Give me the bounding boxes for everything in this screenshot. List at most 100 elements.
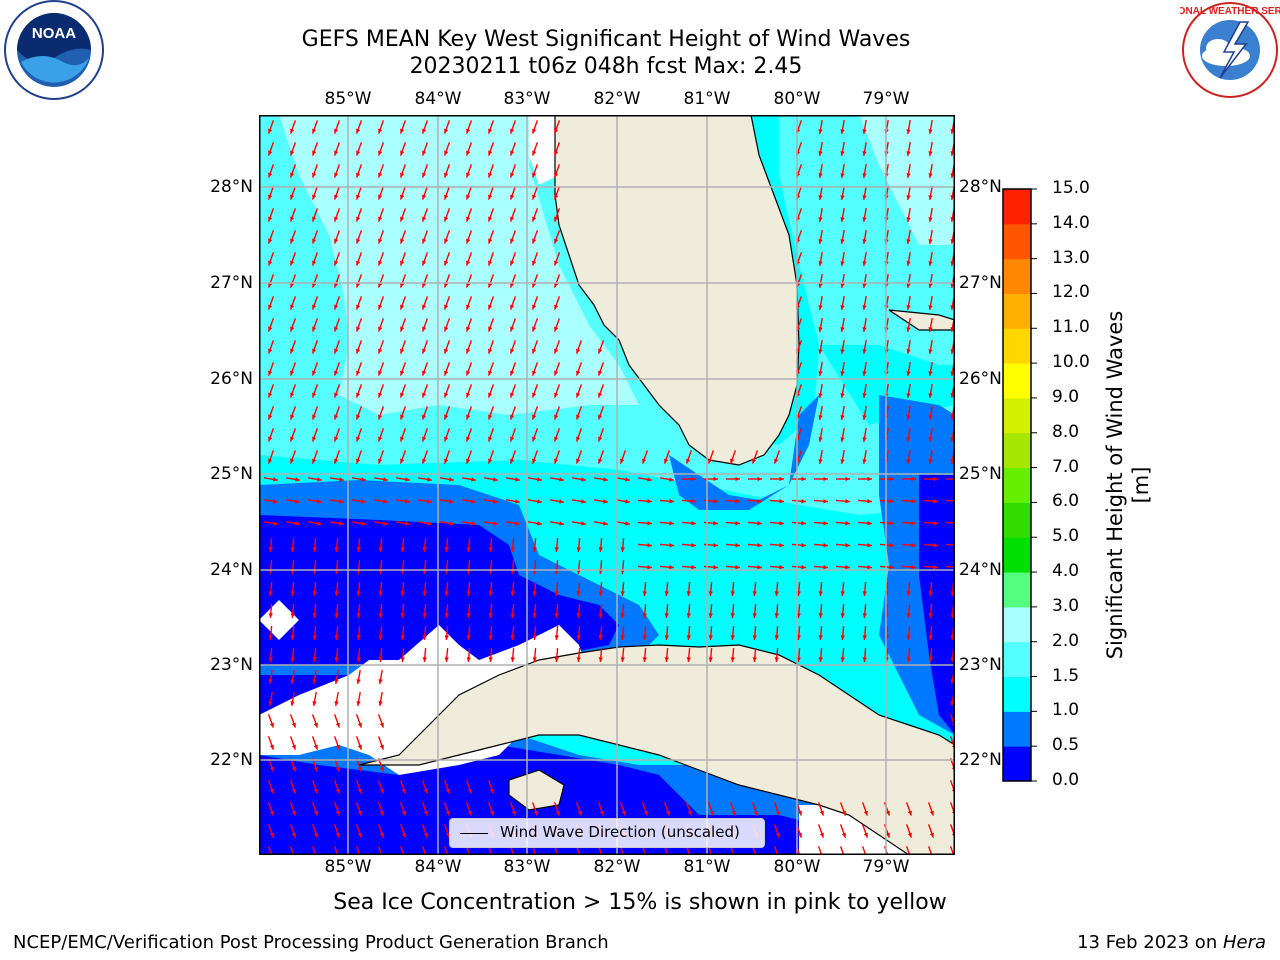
chart-title: GEFS MEAN Key West Significant Height of… — [301, 27, 911, 52]
wave-direction-arrowhead — [532, 547, 537, 552]
wave-direction-arrowhead — [423, 810, 428, 816]
wave-direction-arrowhead — [466, 657, 471, 662]
wave-direction-arrowhead — [510, 591, 515, 596]
wave-direction-arrowhead — [576, 635, 581, 640]
wave-direction-arrowhead — [862, 613, 867, 618]
wave-direction-arrowhead — [642, 591, 647, 596]
wave-direction-arrowhead — [845, 476, 850, 482]
wave-direction-arrowhead — [471, 521, 476, 526]
wave-direction-arrowhead — [533, 810, 538, 816]
wave-direction-arrowhead — [554, 326, 559, 332]
wave-direction-arrowhead — [466, 326, 471, 332]
wave-direction-arrowhead — [334, 657, 339, 662]
wave-direction-arrowhead — [378, 613, 383, 618]
wave-direction-arrowhead — [554, 414, 559, 420]
wave-direction-arrowhead — [488, 304, 493, 310]
wave-direction-arrowhead — [466, 414, 471, 420]
wave-direction-arrowhead — [576, 392, 581, 398]
wave-direction-arrowhead — [422, 348, 427, 354]
wave-direction-arrowhead — [400, 304, 405, 310]
wave-direction-arrowhead — [686, 591, 691, 596]
wave-direction-arrowhead — [779, 565, 784, 570]
wave-direction-arrowhead — [757, 476, 762, 482]
wave-direction-arrowhead — [444, 458, 449, 464]
wave-direction-arrowhead — [466, 591, 471, 596]
wave-direction-arrowhead — [290, 172, 295, 178]
wave-direction-arrowhead — [840, 283, 845, 288]
wave-direction-arrowhead — [290, 216, 295, 222]
wave-direction-arrowhead — [422, 128, 427, 134]
nws-logo: NATIONAL WEATHER SERVICE — [1180, 2, 1280, 98]
wave-direction-arrowhead — [379, 722, 384, 728]
wave-direction-arrowhead — [334, 635, 339, 640]
wave-direction-arrowhead — [599, 810, 604, 816]
wave-direction-arrowhead — [466, 216, 471, 222]
wave-direction-arrowhead — [290, 613, 295, 618]
wave-direction-arrowhead — [488, 458, 493, 464]
wave-direction-arrowhead — [906, 239, 911, 244]
wave-direction-arrowhead — [467, 788, 472, 794]
wave-direction-arrowhead — [907, 810, 912, 816]
lat-label-left-23: 23°N — [210, 655, 253, 675]
colorbar-tick-label: 0.5 — [1052, 735, 1080, 756]
wave-direction-arrowhead — [906, 591, 911, 596]
wave-direction-arrow — [707, 846, 713, 855]
wave-direction-arrowhead — [312, 657, 317, 662]
wave-direction-arrowhead — [379, 744, 384, 750]
wave-direction-arrowhead — [422, 458, 427, 464]
wave-direction-arrowhead — [400, 172, 405, 178]
wave-direction-arrow — [751, 846, 757, 855]
wave-direction-arrowhead — [334, 304, 339, 310]
wave-direction-arrowhead — [730, 591, 735, 596]
wave-direction-arrowhead — [427, 521, 432, 526]
wave-direction-arrowhead — [818, 635, 823, 640]
wave-direction-arrowhead — [466, 547, 471, 552]
lat-label-left-26: 26°N — [210, 369, 253, 389]
wave-direction-arrowhead — [378, 635, 383, 640]
wave-direction-arrowhead — [422, 370, 427, 376]
wave-direction-arrow — [355, 846, 361, 855]
wave-direction-arrowhead — [598, 635, 603, 640]
wave-direction-arrow — [531, 846, 537, 855]
wave-direction-arrowhead — [312, 172, 317, 178]
bahamas-land — [888, 309, 955, 331]
wave-direction-arrowhead — [335, 810, 340, 816]
wave-direction-arrowhead — [928, 459, 933, 464]
wave-direction-arrow — [949, 846, 955, 855]
wave-direction-arrow — [945, 499, 955, 502]
lat-label-left-27: 27°N — [210, 273, 253, 293]
colorbar — [1002, 188, 1037, 782]
wave-direction-arrowhead — [647, 521, 652, 526]
wave-direction-arrowhead — [378, 701, 383, 706]
wave-direction-arrowhead — [686, 657, 691, 662]
wave-direction-arrowhead — [774, 613, 779, 618]
wave-direction-arrowhead — [862, 371, 867, 376]
wave-direction-arrowhead — [379, 766, 384, 772]
wave-direction-arrowhead — [422, 326, 427, 332]
wave-direction-arrow — [333, 846, 339, 855]
wave-direction-arrowhead — [378, 591, 383, 596]
lon-label-bottom-84: 84°W — [414, 857, 462, 877]
wave-direction-arrowhead — [334, 370, 339, 376]
colorbar-segment-5 — [1003, 572, 1031, 608]
wave-direction-arrowhead — [532, 260, 537, 266]
wave-direction-arrowhead — [554, 657, 559, 662]
wave-direction-arrowhead — [356, 392, 361, 398]
wave-direction-arrow — [927, 846, 933, 855]
wave-direction-arrowhead — [313, 722, 318, 728]
wave-direction-arrowhead — [269, 832, 274, 838]
wave-direction-arrowhead — [488, 260, 493, 266]
wave-direction-arrowhead — [928, 635, 933, 640]
wave-direction-arrowhead — [356, 679, 361, 684]
wave-direction-arrowhead — [312, 436, 317, 442]
lon-label-top-79: 79°W — [862, 89, 910, 109]
wave-direction-arrowhead — [466, 150, 471, 156]
wave-direction-arrowhead — [647, 565, 652, 570]
wave-direction-arrowhead — [735, 543, 740, 548]
wave-direction-arrowhead — [559, 499, 564, 504]
wave-direction-arrowhead — [603, 499, 608, 504]
wave-direction-arrowhead — [357, 832, 362, 838]
wave-direction-arrowhead — [290, 304, 295, 310]
wave-direction-arrowhead — [532, 326, 537, 332]
wave-direction-arrowhead — [906, 613, 911, 618]
